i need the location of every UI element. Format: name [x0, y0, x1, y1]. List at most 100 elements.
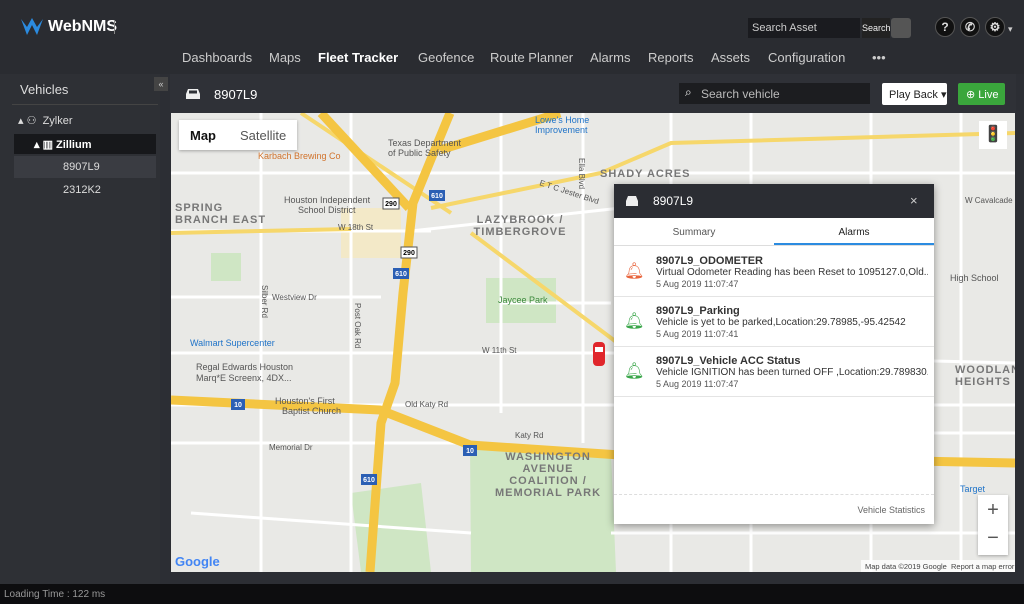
status-bar: Loading Time : 122 ms	[0, 584, 1024, 604]
vehicle-popup: 8907L9 × Summary Alarms 🔔︎ 8907L9_ODOMETE…	[614, 184, 934, 524]
tab[interactable]: Alarms	[838, 227, 870, 238]
tabs: Summary Alarms	[614, 218, 934, 246]
map-label: W 18th St	[338, 223, 374, 232]
alarm-bell: 🔔︎	[624, 263, 645, 280]
alarm-description: Vehicle IGNITION has been turned OFF ,Lo…	[656, 367, 928, 378]
map-label: MEMORIAL PARK	[495, 487, 601, 499]
playback-button[interactable]: Play Back ▾	[882, 83, 947, 105]
vehicle-marker[interactable]	[593, 342, 605, 366]
map-label: WASHINGTON	[505, 451, 591, 463]
sidebar: Vehicles « ▴ ⚇ Zylker ▴ ▥ Zillium 8907L9…	[0, 74, 168, 584]
attribution: Map data ©2019 Google	[865, 562, 947, 571]
settings-icon[interactable]: ⚙	[985, 17, 1005, 37]
nav-item[interactable]: Dashboards	[182, 50, 253, 65]
alarm-time: 5 Aug 2019 11:07:47	[656, 279, 739, 289]
nav-item[interactable]: Maps	[269, 50, 301, 65]
map-label: BRANCH EAST	[175, 214, 266, 226]
zoom-in[interactable]: +	[987, 499, 999, 521]
divider	[614, 494, 934, 495]
nav-item[interactable]: Assets	[711, 50, 751, 65]
tree-group[interactable]: ▴ ▥ Zillium	[14, 134, 156, 154]
top-bar: WebNMS Search Asset Search ? ✆ ⚙ ▾ Dashb…	[0, 0, 1024, 74]
popup-vehicle: 8907L9	[653, 194, 694, 208]
nav-item[interactable]: Route Planner	[490, 50, 574, 65]
divider	[12, 104, 158, 105]
tree-group[interactable]: ▴ ⚇ Zylker	[18, 115, 73, 127]
car-icon	[186, 89, 200, 99]
alarm-title: 8907L9_ODOMETER	[656, 255, 763, 267]
group-label: Zylker	[42, 115, 73, 127]
user-avatar[interactable]	[891, 18, 911, 38]
map-label: TIMBERGROVE	[474, 226, 567, 238]
map-label: E T C Jester Blvd	[538, 178, 600, 206]
alarm-bell: 🔔︎	[624, 313, 645, 330]
zoom-out[interactable]: −	[987, 527, 999, 549]
map-type-control: Map Satellite	[179, 120, 297, 150]
map-label: Ella Blvd	[577, 158, 586, 189]
map-label: Karbach Brewing Co	[258, 151, 341, 161]
map-label: SPRING	[175, 202, 223, 214]
map-label: LAZYBROOK /	[477, 214, 564, 226]
divider	[114, 20, 115, 34]
map-label: Westview Dr	[272, 293, 317, 302]
map-type[interactable]: Map	[190, 128, 216, 143]
nav-item[interactable]: Reports	[648, 50, 694, 65]
live-button[interactable]: ⊕ Live	[958, 83, 1005, 105]
map-label: COALITION /	[509, 475, 587, 487]
collapse-button[interactable]: «	[154, 77, 168, 91]
asset-search[interactable]: Search Asset	[748, 18, 860, 38]
map-label: School District	[298, 205, 356, 215]
map-type[interactable]: Satellite	[240, 128, 287, 143]
sidebar-title: Vehicles	[20, 82, 69, 97]
settings-caret: ▾	[1008, 24, 1013, 34]
vehicle-id: 8907L9	[214, 87, 258, 102]
traffic-button[interactable]: 🚦	[979, 121, 1007, 149]
map-label: HEIGHTS	[955, 376, 1011, 388]
attribution-bg	[861, 560, 1015, 572]
map-label: Old Katy Rd	[405, 400, 448, 409]
map-label: Lowe's Home	[535, 115, 589, 125]
vehicle-search[interactable]: ⌕ Search vehicle	[679, 83, 870, 104]
map-label: Regal Edwards Houston	[196, 362, 293, 372]
map-label: Silber Rd	[260, 285, 269, 318]
playback-label: Play Back	[889, 89, 938, 101]
group-label: Zillium	[56, 139, 92, 151]
map-label: Katy Rd	[515, 431, 543, 440]
search-button[interactable]: Search	[862, 18, 891, 38]
tab[interactable]: Summary	[672, 227, 716, 238]
nav-item[interactable]: Fleet Tracker	[318, 50, 399, 65]
nav-item[interactable]: Geofence	[418, 50, 475, 65]
alarm-item[interactable]: 🔔︎ 8907L9_Parking Vehicle is yet to be par…	[614, 297, 934, 347]
help-icon[interactable]: ?	[935, 17, 955, 37]
alarm-title: 8907L9_Parking	[656, 305, 740, 317]
google-logo: Google	[175, 554, 220, 569]
alarm-description: Virtual Odometer Reading has been Reset …	[656, 267, 928, 278]
close-button[interactable]: ×	[910, 193, 918, 208]
report-link[interactable]: Report a map error	[951, 562, 1015, 571]
loading-time: Loading Time : 122 ms	[4, 589, 106, 600]
map-label: Baptist Church	[282, 406, 341, 416]
popup-header: 8907L9 ×	[614, 184, 934, 218]
highway-shields: 290 610 290 610 10 10 610	[231, 190, 477, 485]
vehicle-statistics-link[interactable]: Vehicle Statistics	[857, 505, 925, 515]
shield: 610	[363, 477, 375, 484]
nav-item[interactable]: •••	[872, 50, 886, 65]
map-label: Jaycee Park	[498, 295, 548, 305]
tree-vehicle[interactable]: 2312K2	[63, 184, 101, 196]
shield: 290	[385, 201, 397, 208]
logo-icon	[21, 18, 43, 35]
alarm-time: 5 Aug 2019 11:07:41	[656, 329, 739, 339]
alarm-item[interactable]: 🔔︎ 8907L9_ODOMETER Virtual Odometer Readin…	[614, 247, 934, 297]
map-label: High School	[950, 273, 999, 283]
shield: 290	[403, 250, 415, 257]
map-label: Post Oak Rd	[353, 303, 362, 348]
nav-item[interactable]: Configuration	[768, 50, 846, 65]
phone-icon[interactable]: ✆	[960, 17, 980, 37]
tree-vehicle[interactable]: 8907L9	[14, 156, 156, 178]
map-label: Target	[960, 484, 986, 494]
shield: 610	[395, 271, 407, 278]
nav-item[interactable]: Alarms	[590, 50, 631, 65]
alarm-item[interactable]: 🔔︎ 8907L9_Vehicle ACC Status Vehicle IGNIT…	[614, 347, 934, 397]
alarm-title: 8907L9_Vehicle ACC Status	[656, 355, 801, 367]
